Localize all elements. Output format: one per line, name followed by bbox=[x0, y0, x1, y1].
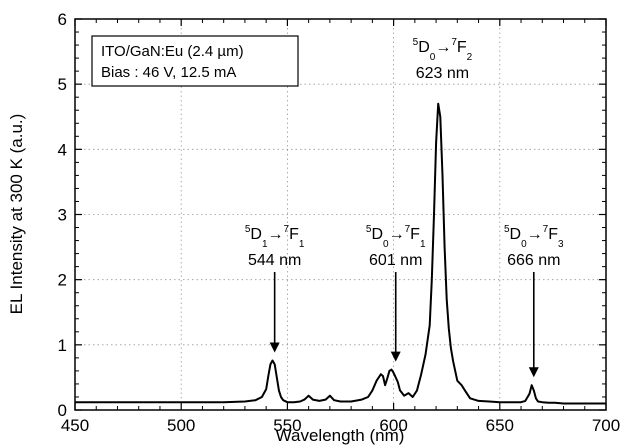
transition-part: 5 bbox=[504, 224, 510, 235]
peak-wavelength-label: 623 nm bbox=[416, 65, 469, 82]
peak-annotation-d0f1: 5D0→7F1 601 nm bbox=[366, 224, 426, 362]
transition-part: 2 bbox=[467, 52, 473, 63]
y-tick-label: 5 bbox=[58, 75, 67, 94]
transition-part: 7 bbox=[543, 224, 549, 235]
legend-line-2: Bias : 46 V, 12.5 mA bbox=[101, 64, 236, 81]
transition-part: 3 bbox=[558, 239, 564, 250]
x-axis-title: Wavelength (nm) bbox=[276, 426, 405, 445]
x-tick-label: 650 bbox=[486, 416, 514, 435]
peak-annotation-d0f3: 5D0→7F3 666 nm bbox=[504, 224, 564, 378]
spectrum-line bbox=[75, 102, 606, 405]
transition-part: 0 bbox=[383, 239, 389, 250]
legend-frame bbox=[91, 35, 299, 87]
y-tick-label: 3 bbox=[58, 206, 67, 225]
transition-part: 5 bbox=[413, 37, 419, 48]
x-tick-label: 700 bbox=[592, 416, 620, 435]
y-tick-label: 0 bbox=[58, 401, 67, 420]
transition-part: → bbox=[389, 226, 405, 243]
transition-part: 0 bbox=[521, 239, 527, 250]
grid-lines bbox=[75, 19, 606, 410]
peak-wavelength-label: 666 nm bbox=[507, 252, 560, 269]
y-tick-label: 1 bbox=[58, 336, 67, 355]
x-tick-label: 500 bbox=[167, 416, 195, 435]
y-tick-label: 2 bbox=[58, 271, 67, 290]
transition-label: 5D1→7F1 bbox=[245, 224, 305, 250]
transition-part: D bbox=[250, 226, 262, 243]
transition-part: F bbox=[289, 226, 299, 243]
transition-part: 0 bbox=[430, 52, 436, 63]
legend-line-1: ITO/GaN:Eu (2.4 µm) bbox=[101, 43, 244, 60]
transition-part: D bbox=[371, 226, 383, 243]
peak-annotation-d0f2: 5D0→7F2 623 nm bbox=[413, 37, 473, 82]
transition-part: → bbox=[527, 226, 543, 243]
transition-label: 5D0→7F3 bbox=[504, 224, 564, 250]
legend-box: ITO/GaN:Eu (2.4 µm) Bias : 46 V, 12.5 mA bbox=[91, 35, 299, 87]
transition-part: 7 bbox=[284, 224, 290, 235]
transition-part: 5 bbox=[245, 224, 251, 235]
y-tick-label: 4 bbox=[58, 140, 67, 159]
transition-part: D bbox=[418, 39, 430, 56]
axis-ticks bbox=[74, 18, 607, 411]
peak-wavelength-label: 544 nm bbox=[248, 252, 301, 269]
x-tick-label: 550 bbox=[273, 416, 301, 435]
transition-part: 1 bbox=[299, 239, 305, 250]
transition-part: 1 bbox=[420, 239, 426, 250]
transition-part: F bbox=[410, 226, 420, 243]
x-tick-label: 450 bbox=[61, 416, 89, 435]
transition-part: → bbox=[268, 226, 284, 243]
peak-arrow-head bbox=[390, 351, 401, 362]
peak-arrow-head bbox=[269, 342, 280, 353]
transition-label: 5D0→7F1 bbox=[366, 224, 426, 250]
transition-part: 1 bbox=[262, 239, 268, 250]
transition-part: D bbox=[510, 226, 522, 243]
transition-part: F bbox=[457, 39, 467, 56]
transition-label: 5D0→7F2 bbox=[413, 37, 473, 63]
peak-arrow-head bbox=[528, 367, 539, 378]
transition-part: F bbox=[548, 226, 558, 243]
transition-part: 5 bbox=[366, 224, 372, 235]
transition-part: 7 bbox=[451, 37, 457, 48]
transition-part: 7 bbox=[405, 224, 411, 235]
peak-wavelength-label: 601 nm bbox=[369, 252, 422, 269]
y-tick-label: 6 bbox=[58, 10, 67, 29]
y-axis-title: EL Intensity at 300 K (a.u.) bbox=[7, 114, 26, 315]
x-tick-label: 600 bbox=[379, 416, 407, 435]
transition-part: → bbox=[435, 39, 451, 56]
